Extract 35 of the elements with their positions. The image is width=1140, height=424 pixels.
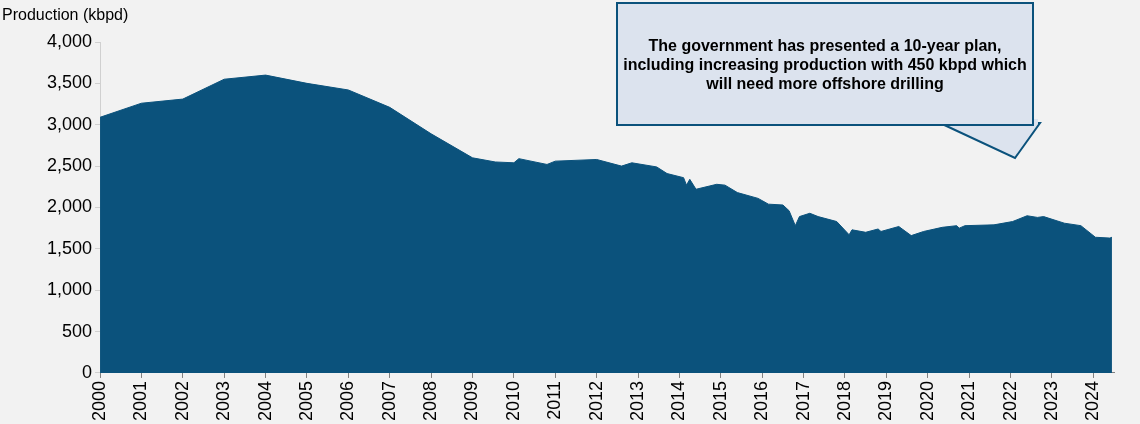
x-tick-label: 2004: [254, 380, 275, 421]
y-tick-label: 3,500: [47, 72, 93, 93]
x-tick-label: 2020: [916, 380, 937, 421]
x-tick-label: 2014: [668, 380, 689, 421]
x-tick-label: 2000: [89, 380, 110, 421]
x-tick-label: 2010: [502, 380, 523, 421]
y-tick-label: 500: [62, 320, 93, 341]
y-tick-label: 0: [82, 361, 93, 382]
y-tick-label: 3,000: [47, 113, 93, 134]
x-tick-label: 2019: [875, 380, 896, 421]
x-tick-label: 2002: [171, 380, 192, 421]
x-tick-label: 2021: [958, 380, 979, 421]
y-tick-label: 1,500: [47, 237, 93, 258]
x-tick-label: 2011: [544, 380, 565, 420]
y-tick-label: 1,000: [47, 279, 93, 300]
x-tick-label: 2001: [130, 380, 151, 421]
x-tick-label: 2022: [999, 380, 1020, 421]
x-tick-label: 2005: [295, 380, 316, 421]
x-tick-label: 2003: [213, 380, 234, 421]
x-tick-label: 2013: [627, 380, 648, 421]
y-axis-title: Production (kbpd): [2, 6, 129, 24]
x-tick-label: 2008: [420, 380, 441, 421]
x-tick-label: 2017: [792, 380, 813, 421]
y-tick-label: 4,000: [47, 30, 93, 51]
y-tick-label: 2,500: [47, 155, 93, 176]
x-tick-label: 2016: [751, 380, 772, 421]
x-tick-label: 2012: [585, 380, 606, 421]
x-tick-label: 2015: [709, 380, 730, 421]
x-tick-label: 2023: [1040, 380, 1061, 421]
y-tick-label: 2,000: [47, 196, 93, 217]
x-tick-label: 2009: [461, 380, 482, 421]
x-tick-label: 2007: [378, 380, 399, 421]
x-tick-label: 2006: [337, 380, 358, 421]
x-tick-label: 2024: [1082, 380, 1103, 421]
x-tick-label: 2018: [833, 380, 854, 421]
